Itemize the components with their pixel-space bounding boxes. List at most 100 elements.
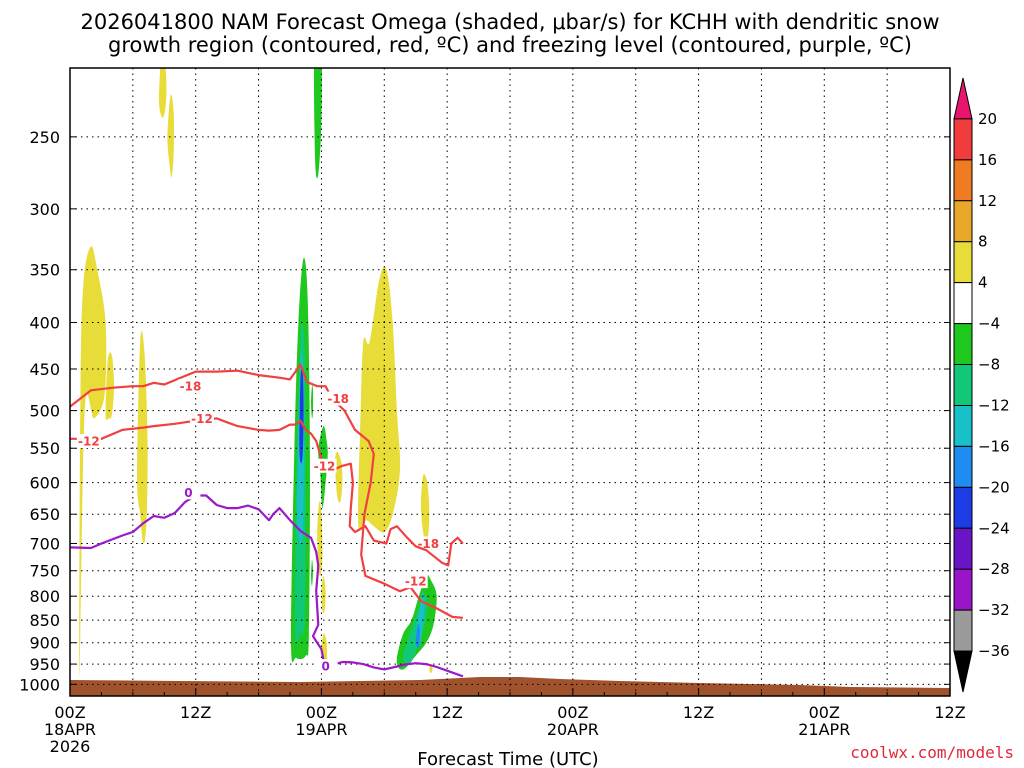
y-tick-label: 750 — [29, 562, 60, 581]
omega-region-18 — [420, 474, 430, 546]
contour-label: -18 — [417, 537, 439, 551]
colorbar-segment — [953, 568, 973, 611]
y-tick-label: 550 — [29, 439, 60, 458]
contour-label-bg — [190, 411, 214, 426]
grid-layer — [70, 68, 950, 696]
y-tick-label: 400 — [29, 313, 60, 332]
omega-region-1 — [105, 352, 114, 421]
colorbar-label: −4 — [978, 315, 1000, 333]
y-tick-label: 650 — [29, 505, 60, 524]
y-tick-label: 800 — [29, 587, 60, 606]
colorbar-label: −12 — [978, 396, 1010, 414]
colorbar-label: −28 — [978, 560, 1010, 578]
x-tick-label: 12Z — [431, 703, 462, 722]
contour-label-bg — [313, 659, 338, 674]
y-tick-label: 300 — [29, 200, 60, 219]
x-tick-label: 00Z — [557, 703, 588, 722]
y-tick-label: 850 — [29, 611, 60, 630]
colorbar-segment — [953, 77, 973, 120]
omega-region-17 — [358, 266, 401, 533]
colorbar-segment — [953, 323, 973, 366]
plot-area: -18 -18 -18 -12 -12 -12 -12 0 0 — [70, 68, 950, 696]
omega-region-14 — [321, 575, 326, 614]
contour-line — [70, 417, 464, 567]
colorbar-label: 8 — [978, 233, 988, 251]
contour-label: -12 — [78, 434, 100, 448]
x-tick-label: 20APR — [547, 720, 599, 739]
y-tick-label: 1000 — [19, 675, 60, 694]
contour-layer: -18 -18 -18 -12 -12 -12 -12 0 0 — [70, 363, 464, 678]
colorbar-label: 12 — [978, 192, 997, 210]
contour-label-bg — [403, 574, 428, 589]
contour-label-bg — [326, 391, 351, 406]
omega-shading-layer — [79, 68, 437, 677]
omega-region-3 — [158, 68, 167, 118]
omega-region-0 — [79, 246, 107, 677]
x-tick-label: 12Z — [683, 703, 714, 722]
colorbar-segment — [953, 118, 973, 161]
contour-label: -18 — [327, 392, 349, 406]
omega-region-11 — [313, 68, 322, 179]
x-axis-label: Forecast Time (UTC) — [417, 749, 598, 768]
x-tick-label: 00Z — [809, 703, 840, 722]
colorbar: 20 16 12 8 4 −4 −8 −12 −16 −20 −24 −28 −32 −36 — [953, 77, 1010, 693]
y-tick-label: 450 — [29, 360, 60, 379]
omega-region-16 — [335, 451, 343, 503]
y-tick-label: 250 — [29, 128, 60, 147]
omega-region-22 — [415, 624, 420, 648]
colorbar-segment — [953, 159, 973, 202]
colorbar-label: −32 — [978, 601, 1010, 619]
chart-subtitle: growth region (contoured, red, ºC) and f… — [108, 33, 912, 57]
colorbar-segment — [953, 527, 973, 570]
y-tick-label: 900 — [29, 634, 60, 653]
contour-label-bg — [178, 379, 203, 394]
y-tick-label: 600 — [29, 474, 60, 493]
colorbar-segment — [953, 282, 973, 325]
y-tick-label: 950 — [29, 655, 60, 674]
contour-label: -18 — [180, 380, 202, 394]
contour-label: 0 — [321, 660, 329, 674]
x-tick-label: 18APR — [44, 720, 96, 739]
contour-line — [70, 363, 463, 619]
x-tick-label: 19APR — [295, 720, 347, 739]
colorbar-label: 16 — [978, 151, 997, 169]
omega-region-9 — [311, 385, 314, 419]
x-tick-label: 12Z — [934, 703, 965, 722]
contour-label: -12 — [405, 575, 427, 589]
contour-line — [70, 494, 464, 678]
omega-region-2 — [137, 331, 148, 544]
x-tick-label: 00Z — [306, 703, 337, 722]
ground-layer — [70, 677, 950, 696]
colorbar-label: −16 — [978, 437, 1010, 455]
colorbar-segment — [953, 364, 973, 406]
y-tick-label: 700 — [29, 534, 60, 553]
colorbar-segment — [953, 241, 973, 284]
colorbar-label: 20 — [978, 110, 997, 128]
colorbar-label: −8 — [978, 356, 1000, 374]
omega-region-8 — [299, 366, 304, 464]
colorbar-segment — [953, 486, 973, 529]
colorbar-label: −24 — [978, 519, 1010, 537]
x-tick-label: 00Z — [54, 703, 85, 722]
omega-region-12 — [311, 559, 313, 587]
contour-label-bg — [312, 458, 337, 473]
colorbar-segment — [953, 609, 973, 652]
y-tick-label: 350 — [29, 261, 60, 280]
colorbar-segment — [953, 404, 973, 447]
colorbar-segment — [953, 650, 973, 693]
credit-text: coolwx.com/models — [850, 743, 1014, 762]
colorbar-label: −36 — [978, 642, 1010, 660]
x-tick-label: 12Z — [180, 703, 211, 722]
x-tick-label: 2026 — [50, 737, 91, 756]
y-axis: 250 300 350 400 450 500 550 600 650 700 750 800 850 9… — [19, 128, 950, 694]
colorbar-label: −20 — [978, 478, 1010, 496]
contour-label-bg — [176, 485, 201, 500]
contour-label: -12 — [191, 412, 213, 426]
omega-region-4 — [167, 94, 175, 178]
colorbar-label: 4 — [978, 274, 988, 292]
contour-label-bg — [76, 433, 101, 448]
contour-label: 0 — [184, 486, 192, 500]
colorbar-segment — [953, 200, 973, 243]
